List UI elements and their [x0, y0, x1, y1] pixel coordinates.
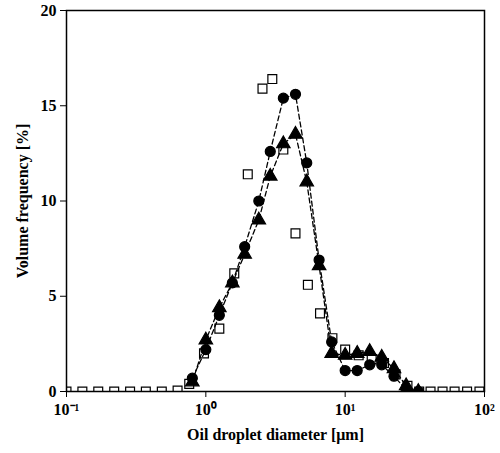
- svg-text:10⁻¹: 10⁻¹: [54, 401, 80, 418]
- svg-text:0: 0: [49, 383, 57, 400]
- svg-text:10: 10: [41, 192, 57, 209]
- svg-text:Volume frequency [%]: Volume frequency [%]: [14, 124, 32, 279]
- svg-text:10¹: 10¹: [335, 401, 356, 418]
- svg-text:5: 5: [49, 287, 57, 304]
- svg-text:15: 15: [41, 97, 57, 114]
- svg-text:10⁰: 10⁰: [195, 401, 217, 418]
- svg-text:Oil droplet diameter [μm]: Oil droplet diameter [μm]: [187, 426, 364, 444]
- svg-text:20: 20: [41, 2, 57, 19]
- svg-text:10²: 10²: [474, 401, 495, 418]
